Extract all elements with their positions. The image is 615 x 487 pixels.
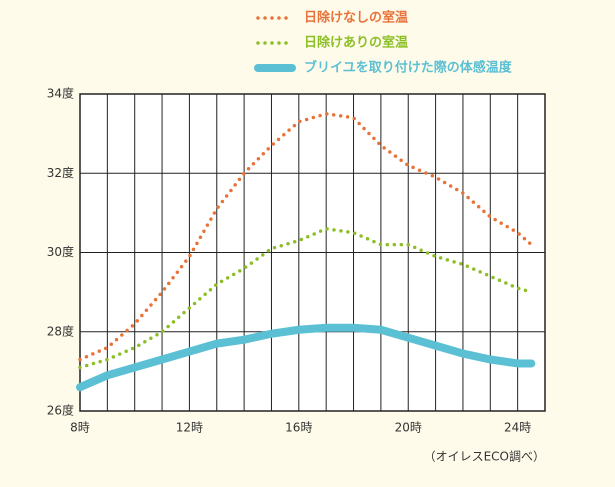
y-tick-label: 34度	[47, 86, 74, 101]
y-tick-label: 32度	[47, 165, 74, 180]
y-tick-label: 26度	[47, 403, 74, 418]
series-line	[78, 112, 534, 362]
x-tick-label: 16時	[285, 421, 312, 435]
x-tick-label: 20時	[395, 421, 422, 435]
series-line	[76, 323, 536, 392]
x-tick-label: 12時	[176, 421, 203, 435]
legend-label: 日除けありの室温	[304, 35, 408, 51]
plot-border	[79, 93, 546, 412]
note: （オイレスECO調べ）	[424, 450, 545, 464]
series-line	[78, 226, 534, 370]
x-tick-label: 24時	[504, 421, 531, 435]
y-tick-label: 30度	[47, 244, 74, 259]
legend-label: 日除けなしの室温	[304, 10, 408, 26]
legend-label: ブリイユを取り付けた際の体感温度	[304, 60, 513, 76]
y-tick-label: 28度	[47, 323, 74, 338]
x-tick-label: 8時	[70, 421, 90, 435]
